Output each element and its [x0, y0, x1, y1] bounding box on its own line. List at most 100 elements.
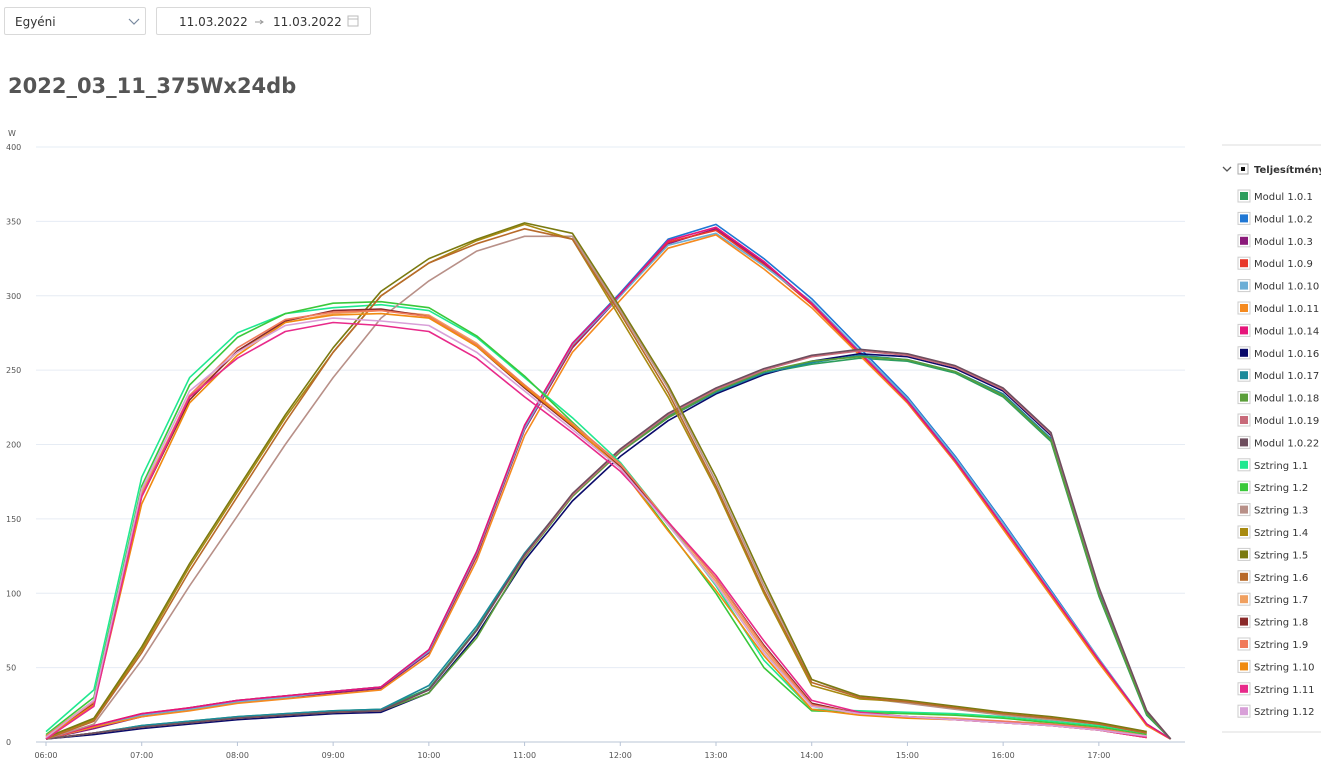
y-tick-label: 0: [6, 738, 11, 747]
legend-label: Sztring 1.11: [1254, 685, 1315, 696]
legend-item[interactable]: Sztring 1.8: [1237, 615, 1308, 629]
legend-label: Modul 1.0.2: [1254, 214, 1313, 225]
y-tick-label: 200: [6, 441, 21, 450]
x-tick-label: 17:00: [1087, 751, 1110, 760]
series-line: [45, 223, 1147, 739]
series-line: [45, 226, 1172, 740]
legend-label: Modul 1.0.17: [1254, 371, 1319, 382]
legend-swatch: [1240, 550, 1248, 559]
legend-item[interactable]: Modul 1.0.17: [1237, 368, 1319, 382]
end-date: 11.03.2022: [273, 15, 342, 29]
legend-item[interactable]: Modul 1.0.1: [1237, 189, 1313, 203]
date-range[interactable]: 11.03.2022 11.03.2022: [156, 7, 371, 35]
start-date: 11.03.2022: [179, 15, 248, 29]
legend-swatch: [1240, 192, 1248, 200]
legend-item[interactable]: Modul 1.0.2: [1237, 211, 1313, 225]
chevron: [128, 18, 140, 25]
y-tick-label: 300: [6, 292, 21, 301]
legend-label: Modul 1.0.9: [1254, 259, 1313, 270]
legend-label: Modul 1.0.10: [1254, 282, 1319, 293]
series-line: [45, 353, 1172, 740]
range-type: Egyéni: [15, 15, 56, 29]
legend-swatch: [1240, 528, 1248, 536]
legend-label: Sztring 1.3: [1254, 506, 1308, 517]
legend-swatch: [1240, 572, 1248, 581]
x-tick-label: 16:00: [992, 751, 1015, 760]
x-tick-label: 11:00: [513, 751, 536, 760]
legend-item[interactable]: Sztring 1.11: [1237, 682, 1315, 696]
legend-swatch: [1240, 460, 1248, 469]
series-line: [45, 228, 1147, 740]
legend-item[interactable]: Modul 1.0.19: [1237, 413, 1319, 427]
x-tick-label: 15:00: [896, 751, 919, 760]
legend-item[interactable]: Modul 1.0.3: [1237, 234, 1313, 248]
legend-group-icon: [1241, 167, 1245, 171]
legend-item[interactable]: Sztring 1.3: [1237, 503, 1308, 517]
legend-label: Modul 1.0.19: [1254, 416, 1319, 427]
legend-item[interactable]: Sztring 1.10: [1237, 659, 1315, 673]
date-icons: [255, 15, 359, 27]
legend-item[interactable]: Sztring 1.4: [1237, 525, 1308, 539]
series-line: [45, 300, 1147, 736]
legend-collapse[interactable]: [1222, 166, 1232, 172]
legend-item[interactable]: Modul 1.0.10: [1237, 279, 1319, 293]
y-tick-label: 350: [6, 217, 21, 226]
x-tick-label: 08:00: [226, 751, 249, 760]
legend-swatch: [1240, 214, 1248, 223]
legend-swatch: [1240, 304, 1248, 312]
legend-item[interactable]: Modul 1.0.9: [1237, 256, 1313, 270]
range-type-select[interactable]: Egyéni: [4, 7, 146, 35]
legend-label: Modul 1.0.22: [1254, 438, 1319, 449]
legend-item[interactable]: Modul 1.0.11: [1237, 301, 1319, 315]
legend-swatch: [1240, 371, 1248, 380]
legend-swatch: [1240, 438, 1248, 447]
legend-swatch: [1240, 617, 1248, 626]
legend-item[interactable]: Sztring 1.6: [1237, 570, 1308, 584]
legend-item[interactable]: Modul 1.0.22: [1237, 435, 1319, 449]
series-line: [45, 317, 1147, 739]
legend-item[interactable]: Sztring 1.2: [1237, 480, 1308, 494]
legend-label: Sztring 1.10: [1254, 662, 1315, 673]
legend-label: Sztring 1.2: [1254, 483, 1308, 494]
legend-label: Modul 1.0.14: [1254, 326, 1319, 337]
legend-label: Modul 1.0.18: [1254, 394, 1319, 405]
legend-label: Sztring 1.6: [1254, 573, 1308, 584]
legend-swatch: [1240, 707, 1248, 716]
legend-item[interactable]: Sztring 1.12: [1237, 704, 1315, 718]
y-tick-label: 100: [6, 589, 21, 598]
legend-title: Teljesítmény: [1254, 164, 1321, 176]
legend-item[interactable]: Modul 1.0.16: [1237, 346, 1319, 360]
legend-label: Sztring 1.8: [1254, 618, 1308, 629]
legend-swatch: [1240, 505, 1248, 514]
legend-item[interactable]: Sztring 1.1: [1237, 458, 1308, 472]
series-line: [45, 303, 1147, 734]
legend-label: Modul 1.0.3: [1254, 237, 1313, 248]
series-line: [45, 234, 1171, 740]
legend-item[interactable]: Modul 1.0.18: [1237, 391, 1319, 405]
y-axis-label: W: [8, 129, 16, 138]
legend-item[interactable]: Sztring 1.5: [1237, 547, 1308, 561]
legend-label: Sztring 1.5: [1254, 550, 1308, 561]
x-tick-label: 07:00: [130, 751, 153, 760]
legend-label: Sztring 1.9: [1254, 640, 1308, 651]
chart-title: 2022_03_11_375Wx24db: [8, 74, 297, 98]
legend-label: Sztring 1.7: [1254, 595, 1308, 606]
y-tick-label: 250: [6, 366, 21, 375]
legend-swatch: [1240, 393, 1248, 402]
series-line: [45, 354, 1172, 740]
x-tick-label: 06:00: [34, 751, 57, 760]
legend-swatch: [1240, 281, 1248, 290]
legend-item[interactable]: Sztring 1.9: [1237, 637, 1308, 651]
legend-swatch: [1240, 640, 1248, 648]
legend-swatch: [1240, 416, 1248, 424]
legend-label: Modul 1.0.16: [1254, 349, 1319, 360]
series-line: [45, 222, 1147, 739]
y-tick-label: 150: [6, 515, 21, 524]
x-tick-label: 09:00: [322, 751, 345, 760]
y-tick-label: 50: [6, 664, 16, 673]
legend-label: Sztring 1.1: [1254, 461, 1308, 472]
legend-item[interactable]: Sztring 1.7: [1237, 592, 1308, 606]
legend-item[interactable]: Modul 1.0.14: [1237, 323, 1319, 337]
legend-swatch: [1240, 684, 1248, 693]
